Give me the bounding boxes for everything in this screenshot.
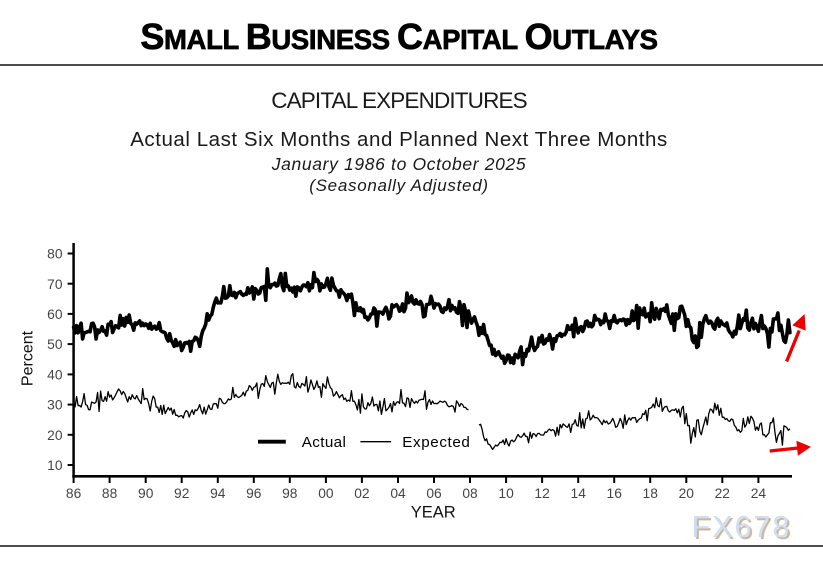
- svg-text:10: 10: [498, 486, 514, 501]
- svg-text:10: 10: [47, 458, 63, 473]
- svg-text:30: 30: [47, 398, 63, 413]
- svg-text:12: 12: [534, 486, 549, 501]
- svg-text:Actual: Actual: [302, 434, 347, 451]
- svg-text:92: 92: [174, 486, 189, 501]
- svg-text:90: 90: [138, 486, 154, 501]
- svg-text:18: 18: [643, 486, 659, 501]
- svg-text:20: 20: [679, 486, 695, 501]
- svg-text:94: 94: [210, 486, 226, 501]
- svg-text:Percent: Percent: [20, 330, 37, 386]
- svg-text:80: 80: [47, 247, 63, 262]
- svg-text:06: 06: [426, 486, 442, 501]
- svg-text:70: 70: [47, 277, 63, 292]
- svg-text:04: 04: [390, 486, 406, 501]
- svg-text:08: 08: [462, 486, 478, 501]
- svg-text:86: 86: [66, 486, 82, 501]
- svg-text:20: 20: [47, 428, 63, 443]
- svg-text:22: 22: [715, 486, 730, 501]
- svg-text:24: 24: [751, 486, 767, 501]
- svg-text:88: 88: [102, 486, 118, 501]
- svg-text:02: 02: [354, 486, 369, 501]
- svg-text:00: 00: [318, 486, 334, 501]
- svg-text:16: 16: [607, 486, 623, 501]
- svg-text:40: 40: [47, 368, 63, 383]
- svg-text:60: 60: [47, 307, 63, 322]
- svg-text:50: 50: [47, 337, 63, 352]
- svg-text:96: 96: [246, 486, 262, 501]
- svg-text:14: 14: [571, 486, 587, 501]
- svg-text:YEAR: YEAR: [411, 504, 456, 522]
- svg-text:Expected: Expected: [402, 434, 470, 451]
- svg-text:98: 98: [282, 486, 298, 501]
